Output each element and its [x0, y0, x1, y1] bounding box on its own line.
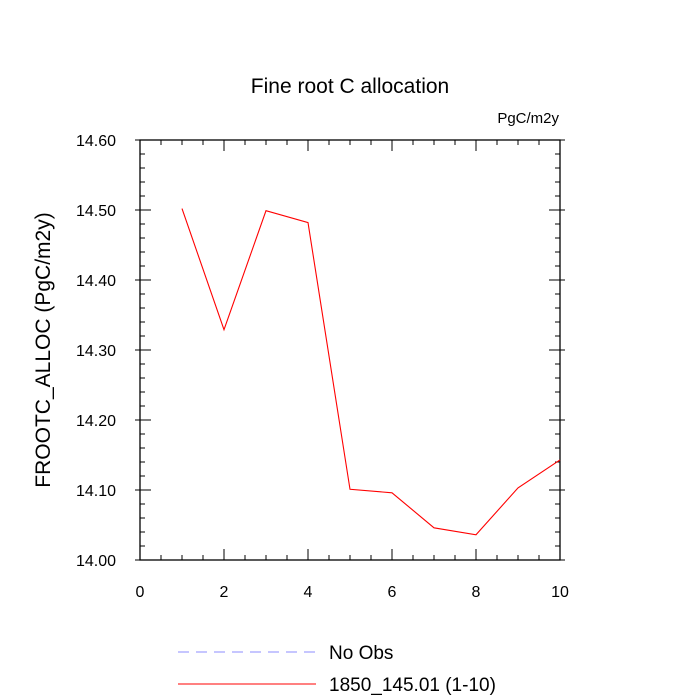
- legend: No Obs 1850_145.01 (1-10): [178, 643, 496, 696]
- x-tick-label: 8: [472, 584, 481, 601]
- series-line: [181, 208, 561, 536]
- y-tick-label: 14.40: [76, 273, 116, 290]
- y-axis-label: FROOTC_ALLOC (PgC/m2y): [32, 212, 55, 487]
- legend-label: 1850_145.01 (1-10): [329, 675, 496, 696]
- y-tick-label: 14.50: [76, 203, 116, 220]
- y-tick-label: 14.60: [76, 133, 116, 150]
- axis-ticks: [135, 139, 565, 561]
- plot-frame: [139, 139, 561, 561]
- series-layer: [181, 208, 561, 536]
- x-tick-label: 2: [220, 584, 229, 601]
- x-tick-label: 4: [304, 584, 313, 601]
- x-tick-label: 6: [388, 584, 397, 601]
- plot-border: [139, 139, 561, 561]
- y-tick-label: 14.10: [76, 483, 116, 500]
- units-label: PgC/m2y: [497, 110, 559, 127]
- y-tick-label: 14.00: [76, 553, 116, 570]
- y-tick-label: 14.20: [76, 413, 116, 430]
- x-tick-label: 0: [136, 584, 145, 601]
- legend-label: No Obs: [329, 643, 393, 664]
- x-tick-label: 10: [551, 584, 569, 601]
- y-tick-label: 14.30: [76, 343, 116, 360]
- chart-title: Fine root C allocation: [251, 75, 449, 98]
- tick-labels: 0 2 4 6 8 10 14.00 14.10 14.20 14.30 14.40 14.50 14.…: [76, 133, 569, 601]
